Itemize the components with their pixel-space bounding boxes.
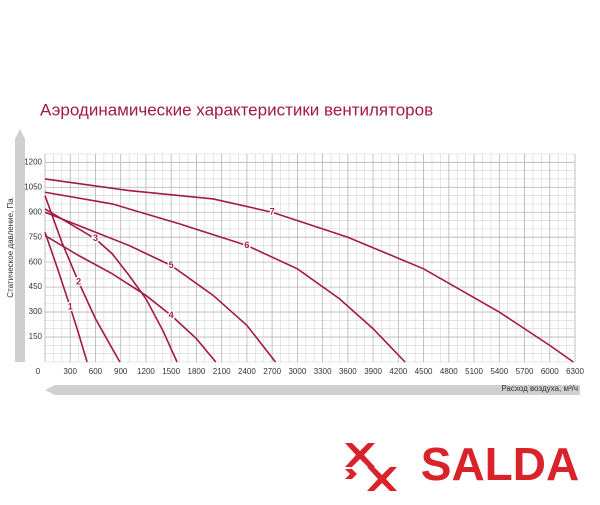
- x-tick-label: 1800: [188, 367, 206, 376]
- x-tick-label: 1200: [137, 367, 155, 376]
- y-tick-label: 600: [29, 257, 43, 266]
- series-label: 5: [169, 260, 174, 270]
- series-line: [44, 191, 406, 363]
- series-line: [44, 195, 121, 363]
- x-axis-label: Расход воздуха, м³/ч: [501, 384, 578, 393]
- x-tick-label: 6000: [541, 367, 559, 376]
- x-tick-label: 6300: [566, 367, 584, 376]
- series-label: 1: [68, 301, 73, 311]
- y-tick-label: 1200: [24, 157, 42, 166]
- series-line: [44, 178, 574, 363]
- y-tick-label: 750: [29, 232, 43, 241]
- x-axis-bar: [45, 385, 580, 395]
- series-line: [44, 211, 277, 363]
- series-label: 6: [244, 240, 249, 250]
- x-tick-label: 0: [36, 367, 41, 376]
- logo-icon: [345, 443, 397, 491]
- x-tick-label: 3900: [364, 367, 382, 376]
- series-line: [44, 234, 217, 363]
- y-tick-label: 900: [29, 207, 43, 216]
- x-tick-label: 5100: [465, 367, 483, 376]
- series-label: 3: [93, 233, 98, 243]
- series-label: 4: [169, 310, 174, 320]
- y-tick-label: 1050: [24, 182, 42, 191]
- x-tick-label: 4800: [440, 367, 458, 376]
- x-tick-label: 600: [89, 367, 103, 376]
- x-tick-label: 300: [64, 367, 78, 376]
- y-tick-label: 300: [29, 307, 43, 316]
- series-label: 7: [270, 207, 275, 217]
- x-tick-label: 5400: [490, 367, 508, 376]
- y-axis-bar: [15, 129, 25, 362]
- x-tick-label: 4500: [415, 367, 433, 376]
- x-tick-label: 4200: [389, 367, 407, 376]
- x-tick-label: 2400: [238, 367, 256, 376]
- x-tick-label: 5700: [516, 367, 534, 376]
- y-tick-label: 150: [29, 332, 43, 341]
- chart-title: Аэродинамические характеристики вентилят…: [40, 100, 433, 119]
- x-tick-label: 3300: [314, 367, 332, 376]
- x-tick-label: 3600: [339, 367, 357, 376]
- y-axis-label: Статическое давление, Па: [6, 198, 15, 298]
- x-tick-label: 2700: [263, 367, 281, 376]
- y-tick-label: 450: [29, 282, 43, 291]
- x-tick-label: 2100: [213, 367, 231, 376]
- series-line: [44, 208, 178, 363]
- x-tick-label: 3000: [288, 367, 306, 376]
- series-label: 2: [76, 277, 81, 287]
- x-tick-label: 1500: [162, 367, 180, 376]
- x-tick-label: 900: [114, 367, 128, 376]
- series-line: [44, 231, 88, 363]
- logo-text: SALDA: [421, 438, 579, 490]
